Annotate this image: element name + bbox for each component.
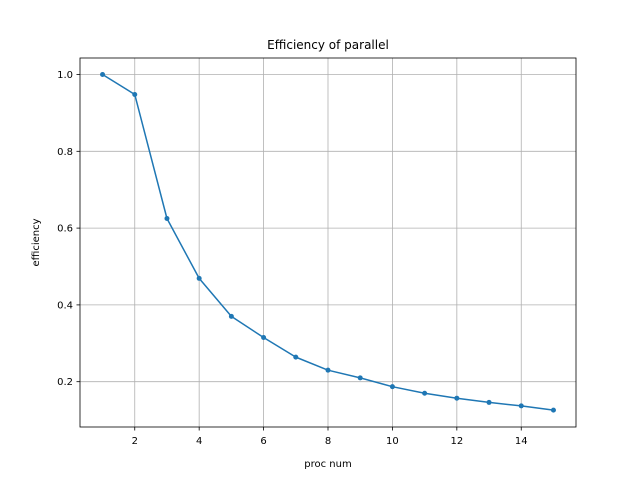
y-tick-label: 0.6 [57, 224, 73, 235]
data-point [389, 384, 395, 390]
x-axis-label: proc num [304, 459, 351, 470]
data-point [228, 313, 234, 319]
x-tick-label: 14 [515, 436, 528, 447]
data-point [422, 390, 428, 396]
data-point [293, 354, 299, 360]
x-tick-label: 4 [196, 436, 202, 447]
data-point [454, 395, 460, 401]
data-point [518, 403, 524, 409]
y-tick-label: 0.2 [57, 377, 73, 388]
x-tick-label: 2 [132, 436, 138, 447]
y-axis-label: efficiency [31, 218, 42, 266]
x-tick-label: 10 [386, 436, 399, 447]
chart-title: Efficiency of parallel [267, 38, 389, 52]
x-tick-label: 12 [450, 436, 463, 447]
data-point [550, 407, 556, 413]
x-tick-label: 8 [325, 436, 331, 447]
series-line-layer [100, 72, 556, 413]
data-point [325, 367, 331, 373]
data-point [486, 399, 492, 405]
data-point [100, 72, 106, 78]
y-tick-label: 0.8 [57, 147, 73, 158]
y-tick-label: 0.4 [57, 300, 73, 311]
data-point [357, 375, 363, 381]
data-point [164, 216, 170, 222]
x-tick-label: 6 [260, 436, 266, 447]
grid [80, 58, 576, 427]
data-point [261, 335, 267, 341]
y-axis: 0.2 0.4 0.6 0.8 1.0 [57, 70, 80, 388]
x-axis: 2 4 6 8 10 12 14 [132, 427, 528, 447]
y-tick-label: 1.0 [57, 70, 73, 81]
data-point [196, 275, 202, 281]
data-point [132, 91, 138, 97]
